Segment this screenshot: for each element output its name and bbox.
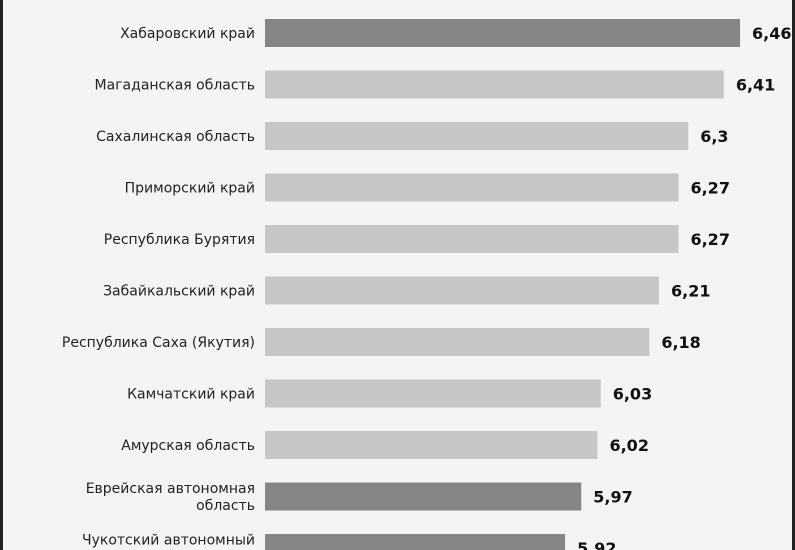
category-label: Забайкальский край bbox=[103, 284, 255, 300]
bar-group: Хабаровский край 6,46 bbox=[120, 19, 792, 47]
value-label: 6,27 bbox=[690, 230, 729, 249]
bar bbox=[265, 276, 660, 305]
bar bbox=[265, 70, 724, 99]
bar-group: Магаданская область 6,41 bbox=[95, 70, 775, 99]
bar-group: Республика Бурятия 6,27 bbox=[104, 225, 730, 253]
category-label: Республика Саха (Якутия) bbox=[62, 335, 255, 351]
value-label: 6,03 bbox=[613, 385, 652, 404]
value-label: 6,02 bbox=[609, 436, 648, 455]
category-label: Камчатский край bbox=[127, 387, 255, 403]
bar bbox=[265, 379, 601, 408]
chart-canvas: Хабаровский край 6,46 Магаданская область 6… bbox=[62, 19, 792, 550]
bar-group: Республика Саха (Якутия) 6,18 bbox=[62, 328, 701, 356]
category-label: Чукотский автономный bbox=[82, 533, 255, 549]
value-label: 5,92 bbox=[577, 539, 616, 550]
category-label: Магаданская область bbox=[95, 78, 255, 94]
bar bbox=[265, 328, 650, 356]
value-label: 6,27 bbox=[690, 179, 729, 198]
bar bbox=[265, 122, 689, 150]
bar bbox=[265, 431, 598, 459]
bar-group: Чукотский автономныйокруг5,92 bbox=[82, 533, 617, 550]
value-label: 6,21 bbox=[671, 282, 710, 301]
category-label: Сахалинская область bbox=[96, 129, 255, 145]
category-label: Хабаровский край bbox=[120, 26, 255, 42]
bar bbox=[265, 19, 741, 47]
bar-group: Амурская область 6,02 bbox=[121, 431, 649, 459]
category-label: Республика Бурятия bbox=[104, 232, 255, 248]
bar bbox=[265, 482, 582, 511]
value-label: 6,18 bbox=[661, 333, 700, 352]
value-label: 5,97 bbox=[593, 488, 632, 507]
bar bbox=[265, 173, 679, 202]
value-label: 6,46 bbox=[752, 24, 791, 43]
bar-group: Камчатский край 6,03 bbox=[127, 379, 652, 408]
category-label: Амурская область bbox=[121, 438, 255, 454]
bar bbox=[265, 534, 566, 550]
bar bbox=[265, 225, 679, 253]
category-label: область bbox=[196, 498, 255, 514]
category-label: Еврейская автономная bbox=[86, 481, 255, 497]
value-label: 6,3 bbox=[700, 127, 728, 146]
bar-group: Забайкальский край 6,21 bbox=[103, 276, 711, 305]
category-label: Приморский край bbox=[125, 181, 255, 197]
value-label: 6,41 bbox=[736, 76, 775, 95]
bar-group: Приморский край 6,27 bbox=[125, 173, 730, 202]
bar-group: Сахалинская область 6,3 bbox=[96, 122, 729, 150]
